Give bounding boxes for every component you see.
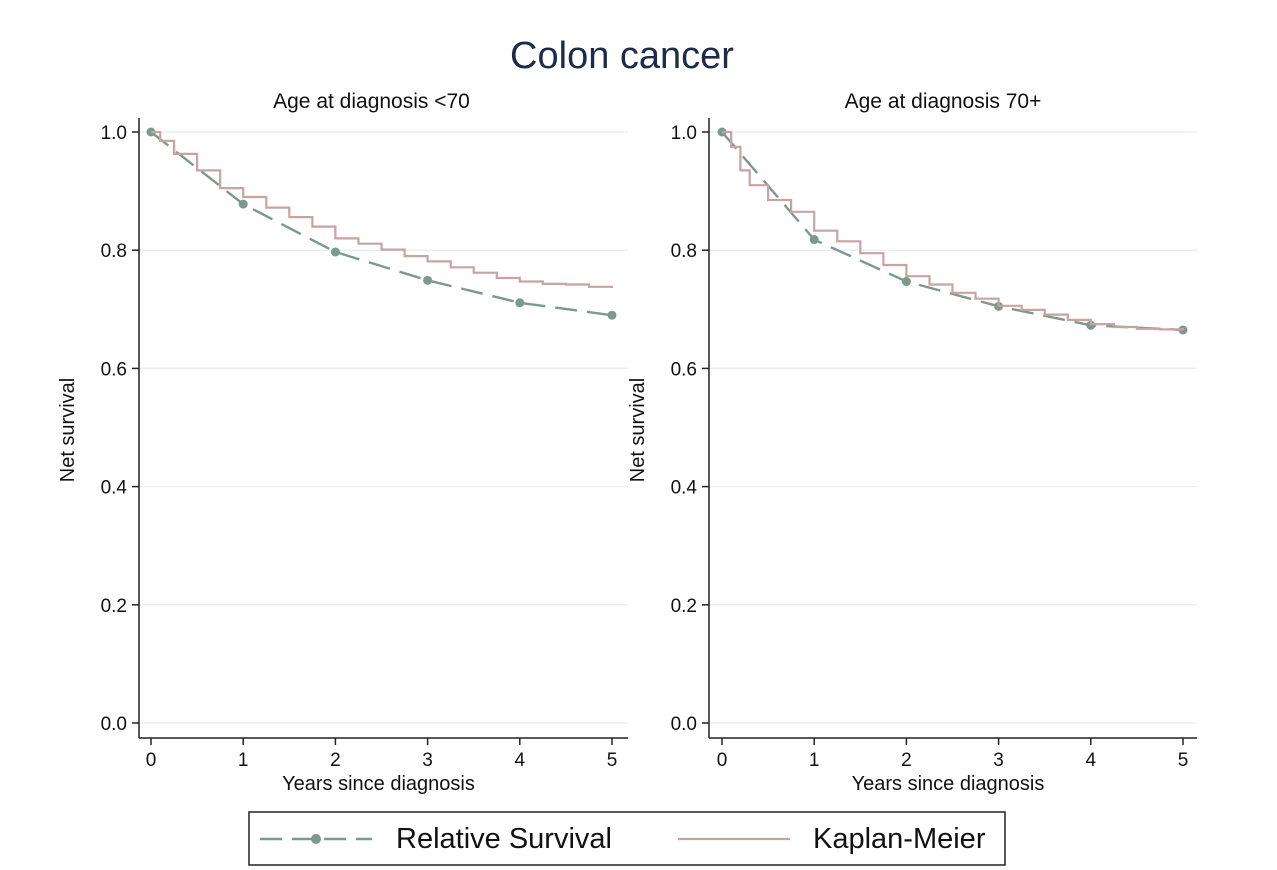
y-axis-label: Net survival (57, 378, 79, 482)
legend-label-kaplan-meier: Kaplan-Meier (813, 823, 986, 855)
x-tick-label: 0 (717, 750, 728, 771)
series-relative-survival-line (150, 131, 613, 317)
y-tick-label: 0.6 (671, 359, 697, 380)
legend-label-relative-survival: Relative Survival (396, 823, 612, 855)
x-tick-label: 3 (422, 750, 433, 771)
series-relative-survival-point (901, 277, 911, 287)
panel-2: 0.0 0.2 0.4 0.6 0.8 1.0 0 1 2 3 4 5 Age at diagnosis… (627, 90, 1197, 795)
y-tick-label: 0.0 (671, 714, 697, 735)
y-tick-label: 1.0 (671, 123, 697, 144)
x-tick-label: 2 (330, 750, 341, 771)
series-relative-survival-point (809, 235, 819, 245)
y-tick-label: 0.8 (101, 241, 127, 262)
series-relative-survival-point (607, 310, 617, 320)
y-tick-label: 0.8 (671, 241, 697, 262)
x-axis-label: Years since diagnosis (282, 773, 475, 795)
x-tick-label: 5 (607, 750, 618, 771)
y-tick-label: 0.6 (101, 359, 127, 380)
series-relative-survival-point (515, 298, 525, 308)
x-tick-label: 4 (1086, 750, 1097, 771)
x-tick-label: 3 (993, 750, 1004, 771)
y-tick-label: 1.0 (101, 123, 127, 144)
y-tick-label: 0.2 (101, 596, 127, 617)
panel-subtitle: Age at diagnosis 70+ (845, 90, 1042, 113)
x-tick-label: 4 (515, 750, 526, 771)
x-tick-label: 0 (146, 750, 157, 771)
x-tick-label: 5 (1178, 750, 1189, 771)
x-tick-label: 1 (809, 750, 820, 771)
chart-title: Colon cancer (510, 35, 734, 77)
y-tick-label: 0.2 (671, 596, 697, 617)
legend: Relative Survival Kaplan-Meier (248, 811, 1006, 866)
panel-1: 0.0 0.2 0.4 0.6 0.8 1.0 0 1 2 3 4 5 Age at diagnosis… (57, 90, 628, 795)
panels: 0.0 0.2 0.4 0.6 0.8 1.0 0 1 2 3 4 5 Age at diagnosis… (57, 90, 1197, 795)
y-tick-label: 0.4 (671, 478, 698, 499)
y-axis-label: Net survival (627, 378, 649, 482)
series-relative-survival-point (330, 247, 340, 257)
y-tick-label: 0.4 (101, 478, 128, 499)
panel-subtitle: Age at diagnosis <70 (273, 90, 470, 113)
y-tick-label: 0.0 (101, 714, 127, 735)
series-relative-survival-point (238, 199, 248, 209)
series-kaplan-meier-line (722, 130, 1185, 331)
legend-box (248, 811, 1006, 866)
x-axis-label: Years since diagnosis (852, 773, 1045, 795)
series-kaplan-meier-line (151, 130, 614, 288)
x-tick-label: 1 (238, 750, 249, 771)
series-relative-survival-point (423, 275, 433, 285)
x-tick-label: 2 (901, 750, 912, 771)
legend-relative-survival-marker (311, 834, 321, 844)
